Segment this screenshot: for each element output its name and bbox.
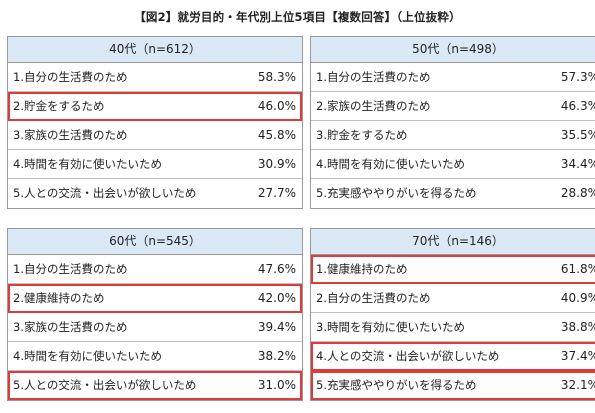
row-value: 38.8% <box>560 320 595 334</box>
row-label: 4.時間を有効に使いたいため <box>13 157 162 171</box>
table-row: 1.自分の生活費のため 47.6% <box>8 255 302 284</box>
table-row: 1.自分の生活費のため 58.3% <box>8 63 302 92</box>
table-row: 2.自分の生活費のため 40.9% <box>311 284 595 313</box>
table-row: 2.貯金をするため 46.0% <box>8 92 302 121</box>
row-value: 38.2% <box>257 349 296 363</box>
table-row: 5.人との交流・出会いが欲しいため 31.0% <box>8 371 302 400</box>
row-value: 46.0% <box>257 99 296 113</box>
table-row: 5.充実感ややりがいを得るため 32.1% <box>311 371 595 400</box>
table-row: 4.人との交流・出会いが欲しいため 37.4% <box>311 342 595 371</box>
row-label: 4.時間を有効に使いたいため <box>13 349 162 363</box>
panel-40s: 40代（n=612） 1.自分の生活費のため 58.3% 2.貯金をするため 46.0%… <box>7 36 303 209</box>
panel-60s: 60代（n=545） 1.自分の生活費のため 47.6% 2.健康維持のため 42.0%… <box>7 228 303 401</box>
table-row: 5.充実感ややりがいを得るため 28.8% <box>311 179 595 208</box>
table-row: 2.家族の生活費のため 46.3% <box>311 92 595 121</box>
row-label: 2.家族の生活費のため <box>316 99 431 113</box>
panel-50s: 50代（n=498） 1.自分の生活費のため 57.3% 2.家族の生活費のため 46.… <box>310 36 595 209</box>
row-value: 57.3% <box>560 70 595 84</box>
row-value: 42.0% <box>257 291 296 305</box>
row-label: 1.健康維持のため <box>316 262 408 276</box>
row-value: 30.9% <box>257 157 296 171</box>
row-label: 3.時間を有効に使いたいため <box>316 320 465 334</box>
row-label: 3.貯金をするため <box>316 128 408 142</box>
row-value: 45.8% <box>257 128 296 142</box>
row-label: 5.人との交流・出会いが欲しいため <box>13 378 197 392</box>
panel-header: 40代（n=612） <box>8 37 302 63</box>
row-label: 1.自分の生活費のため <box>316 70 431 84</box>
row-value: 39.4% <box>257 320 296 334</box>
table-row: 2.健康維持のため 42.0% <box>8 284 302 313</box>
row-label: 5.充実感ややりがいを得るため <box>316 186 477 200</box>
table-row: 3.家族の生活費のため 45.8% <box>8 121 302 150</box>
table-row: 5.人との交流・出会いが欲しいため 27.7% <box>8 179 302 208</box>
row-value: 37.4% <box>560 349 595 363</box>
row-label: 3.家族の生活費のため <box>13 128 128 142</box>
row-value: 58.3% <box>257 70 296 84</box>
row-label: 5.充実感ややりがいを得るため <box>316 378 477 392</box>
row-value: 46.3% <box>560 99 595 113</box>
table-row: 3.時間を有効に使いたいため 38.8% <box>311 313 595 342</box>
row-label: 1.自分の生活費のため <box>13 262 128 276</box>
row-value: 32.1% <box>560 378 595 392</box>
table-row: 4.時間を有効に使いたいため 38.2% <box>8 342 302 371</box>
row-label: 4.人との交流・出会いが欲しいため <box>316 349 500 363</box>
figure-title: 【図2】就労目的・年代別上位5項目【複数回答】（上位抜粋） <box>134 10 461 24</box>
row-value: 35.5% <box>560 128 595 142</box>
row-value: 47.6% <box>257 262 296 276</box>
row-value: 34.4% <box>560 157 595 171</box>
table-row: 3.家族の生活費のため 39.4% <box>8 313 302 342</box>
row-value: 40.9% <box>560 291 595 305</box>
table-row: 4.時間を有効に使いたいため 30.9% <box>8 150 302 179</box>
table-row: 4.時間を有効に使いたいため 34.4% <box>311 150 595 179</box>
panel-header: 50代（n=498） <box>311 37 595 63</box>
row-label: 5.人との交流・出会いが欲しいため <box>13 186 197 200</box>
panel-70s: 70代（n=146） 1.健康維持のため 61.8% 2.自分の生活費のため 40.9%… <box>310 228 595 401</box>
table-row: 1.健康維持のため 61.8% <box>311 255 595 284</box>
row-label: 3.家族の生活費のため <box>13 320 128 334</box>
row-value: 28.8% <box>560 186 595 200</box>
panel-header: 70代（n=146） <box>311 229 595 255</box>
panel-header: 60代（n=545） <box>8 229 302 255</box>
table-row: 3.貯金をするため 35.5% <box>311 121 595 150</box>
table-row: 1.自分の生活費のため 57.3% <box>311 63 595 92</box>
row-value: 27.7% <box>257 186 296 200</box>
row-value: 31.0% <box>257 378 296 392</box>
row-value: 61.8% <box>560 262 595 276</box>
row-label: 2.貯金をするため <box>13 99 105 113</box>
row-label: 2.健康維持のため <box>13 291 105 305</box>
row-label: 1.自分の生活費のため <box>13 70 128 84</box>
row-label: 4.時間を有効に使いたいため <box>316 157 465 171</box>
row-label: 2.自分の生活費のため <box>316 291 431 305</box>
